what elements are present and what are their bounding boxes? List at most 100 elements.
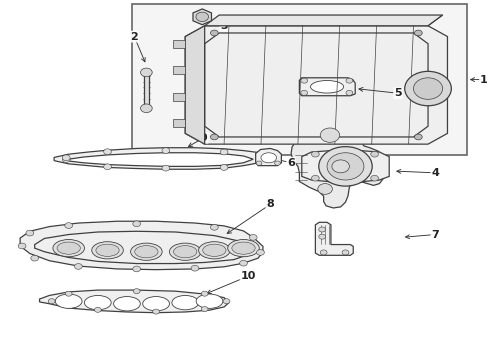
Circle shape xyxy=(320,250,326,255)
Ellipse shape xyxy=(84,296,111,310)
Circle shape xyxy=(94,307,101,312)
Circle shape xyxy=(26,230,34,236)
Text: 4: 4 xyxy=(430,168,438,178)
Circle shape xyxy=(103,149,111,154)
Circle shape xyxy=(346,90,352,95)
Polygon shape xyxy=(204,15,442,26)
Polygon shape xyxy=(68,153,253,166)
Polygon shape xyxy=(185,26,204,144)
Polygon shape xyxy=(193,9,211,25)
Ellipse shape xyxy=(171,296,198,310)
Circle shape xyxy=(300,90,307,95)
Ellipse shape xyxy=(57,242,80,254)
Circle shape xyxy=(31,255,39,261)
Polygon shape xyxy=(185,26,447,144)
Circle shape xyxy=(311,151,319,157)
Circle shape xyxy=(342,250,348,255)
Circle shape xyxy=(223,299,229,304)
Circle shape xyxy=(256,249,264,255)
Circle shape xyxy=(331,160,348,173)
Polygon shape xyxy=(315,222,352,255)
Bar xyxy=(132,4,466,155)
Circle shape xyxy=(413,78,442,99)
Circle shape xyxy=(239,260,247,266)
Text: 8: 8 xyxy=(266,199,274,210)
Text: 1: 1 xyxy=(479,75,487,85)
Bar xyxy=(173,93,185,101)
Ellipse shape xyxy=(142,297,169,311)
Polygon shape xyxy=(20,221,263,270)
Text: 6: 6 xyxy=(286,158,294,168)
Ellipse shape xyxy=(92,242,123,259)
Ellipse shape xyxy=(231,242,255,254)
Bar xyxy=(173,67,185,74)
Circle shape xyxy=(210,134,218,140)
Circle shape xyxy=(196,12,208,22)
Polygon shape xyxy=(40,290,228,313)
Circle shape xyxy=(201,307,207,312)
Circle shape xyxy=(220,149,227,155)
Circle shape xyxy=(346,78,352,83)
Circle shape xyxy=(62,157,70,162)
Text: 5: 5 xyxy=(393,88,401,98)
Circle shape xyxy=(65,291,72,296)
Circle shape xyxy=(326,153,363,180)
Text: 7: 7 xyxy=(430,230,438,239)
Circle shape xyxy=(191,265,199,271)
Ellipse shape xyxy=(169,243,201,260)
Text: 3: 3 xyxy=(220,21,227,31)
Ellipse shape xyxy=(310,81,343,93)
Ellipse shape xyxy=(55,294,82,309)
Ellipse shape xyxy=(198,242,230,259)
Ellipse shape xyxy=(96,244,119,256)
Polygon shape xyxy=(290,101,384,208)
Ellipse shape xyxy=(227,239,259,257)
Circle shape xyxy=(370,151,378,157)
Text: 10: 10 xyxy=(240,271,256,281)
Circle shape xyxy=(274,161,280,165)
Circle shape xyxy=(220,165,227,170)
Circle shape xyxy=(311,175,319,181)
Ellipse shape xyxy=(203,244,225,256)
Circle shape xyxy=(370,175,378,181)
Circle shape xyxy=(317,184,332,194)
Circle shape xyxy=(62,155,70,161)
Circle shape xyxy=(162,165,169,171)
Ellipse shape xyxy=(261,153,276,163)
Circle shape xyxy=(414,134,421,140)
Polygon shape xyxy=(255,148,281,166)
Circle shape xyxy=(318,227,325,232)
Circle shape xyxy=(210,30,218,36)
Circle shape xyxy=(133,221,140,226)
Ellipse shape xyxy=(135,246,158,258)
Circle shape xyxy=(320,128,339,142)
Circle shape xyxy=(256,161,262,165)
Circle shape xyxy=(201,291,207,296)
Circle shape xyxy=(65,223,72,228)
Circle shape xyxy=(140,68,152,77)
Circle shape xyxy=(48,299,55,304)
Circle shape xyxy=(18,243,26,249)
Bar xyxy=(173,119,185,127)
Circle shape xyxy=(133,266,140,272)
Circle shape xyxy=(318,147,371,186)
Polygon shape xyxy=(301,150,388,182)
Polygon shape xyxy=(143,72,148,108)
Circle shape xyxy=(404,71,450,106)
Ellipse shape xyxy=(173,246,197,258)
Circle shape xyxy=(74,264,82,269)
Ellipse shape xyxy=(130,243,162,260)
Circle shape xyxy=(210,225,218,230)
Circle shape xyxy=(152,309,159,314)
Circle shape xyxy=(260,156,267,162)
Ellipse shape xyxy=(196,294,223,309)
Ellipse shape xyxy=(53,239,84,257)
Circle shape xyxy=(103,164,111,170)
Circle shape xyxy=(414,30,421,36)
Circle shape xyxy=(162,148,169,153)
Bar xyxy=(173,40,185,48)
Text: 2: 2 xyxy=(130,32,138,41)
Circle shape xyxy=(133,289,140,294)
Polygon shape xyxy=(54,148,272,169)
Polygon shape xyxy=(299,78,354,96)
